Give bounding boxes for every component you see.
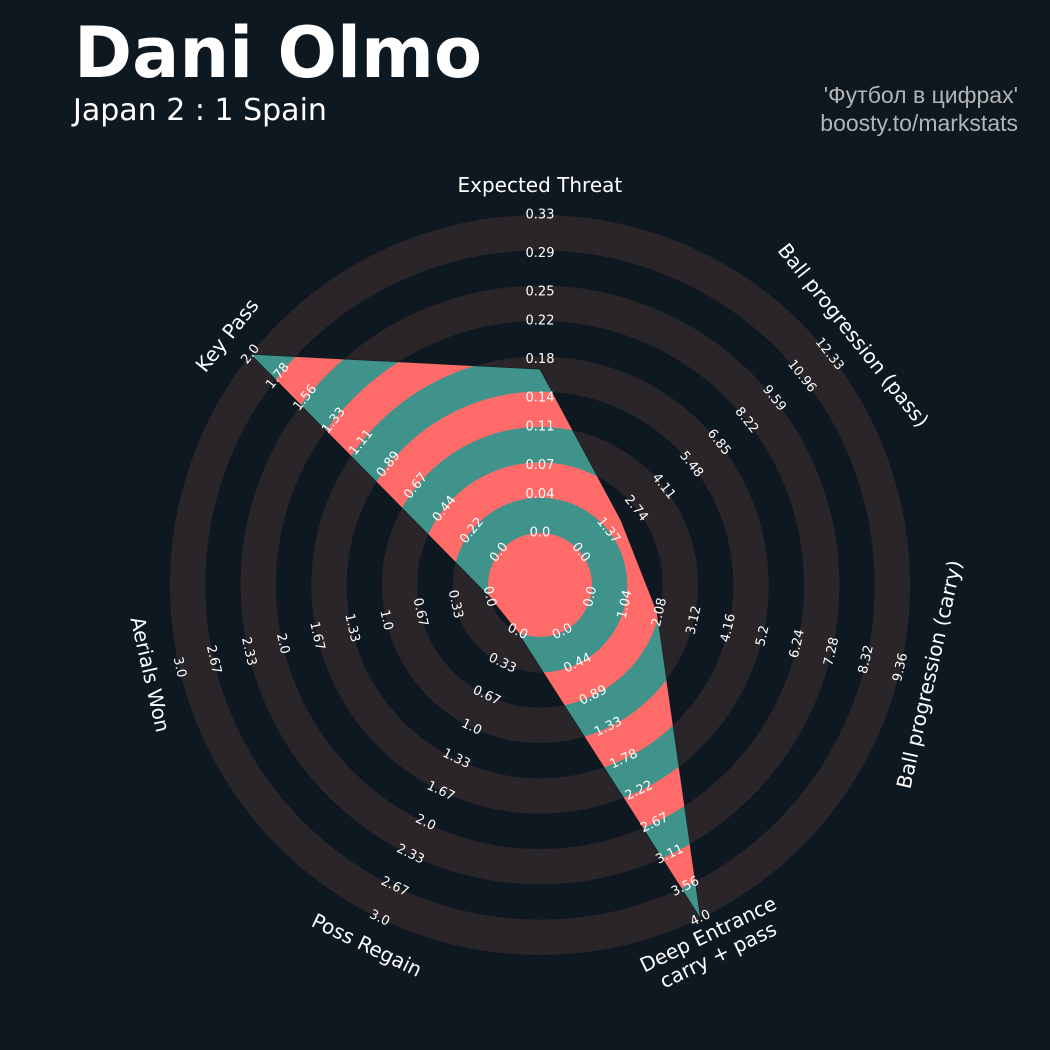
radar-polygon xyxy=(249,353,701,919)
tick-label: 1.67 xyxy=(306,620,327,652)
tick-label: 3.0 xyxy=(170,656,189,680)
tick-label: 0.18 xyxy=(526,352,555,367)
tick-label: 0.0 xyxy=(480,585,499,609)
tick-label: 0.0 xyxy=(581,585,600,609)
chart-subtitle: Japan 2 : 1 Spain xyxy=(73,93,327,128)
tick-label: 0.33 xyxy=(526,208,555,223)
tick-label: 0.07 xyxy=(526,458,555,473)
tick-label: 8.32 xyxy=(856,644,877,676)
tick-label: 0.22 xyxy=(526,314,555,329)
credit: 'Футбол в цифрах' xyxy=(823,82,1018,108)
tick-label: 1.33 xyxy=(341,612,362,644)
tick-label: 4.16 xyxy=(718,612,739,644)
tick-label: 3.12 xyxy=(684,604,705,636)
credit: boosty.to/markstats xyxy=(820,110,1018,136)
ring xyxy=(170,215,910,955)
tick-label: 0.11 xyxy=(526,420,555,435)
chart-title: Dani Olmo xyxy=(74,12,483,94)
tick-label: 6.24 xyxy=(787,628,808,660)
tick-label: 2.08 xyxy=(649,597,670,629)
tick-label: 5.2 xyxy=(753,624,772,648)
tick-label: 0.04 xyxy=(526,487,555,502)
tick-label: 2.67 xyxy=(203,644,224,676)
tick-label: 9.36 xyxy=(890,652,911,684)
tick-label: 0.67 xyxy=(410,597,431,629)
tick-label: 0.29 xyxy=(526,246,555,261)
param-label: Expected Threat xyxy=(457,172,623,197)
tick-label: 0.14 xyxy=(526,391,555,406)
ring xyxy=(240,285,840,885)
tick-label: 2.33 xyxy=(238,636,259,668)
tick-label: 7.28 xyxy=(821,636,842,668)
tick-label: 0.33 xyxy=(445,589,466,621)
tick-label: 1.0 xyxy=(376,608,395,632)
tick-label: 0.0 xyxy=(530,526,551,541)
tick-label: 2.0 xyxy=(273,632,292,656)
tick-label: 0.25 xyxy=(526,285,555,300)
tick-label: 1.04 xyxy=(615,589,636,621)
